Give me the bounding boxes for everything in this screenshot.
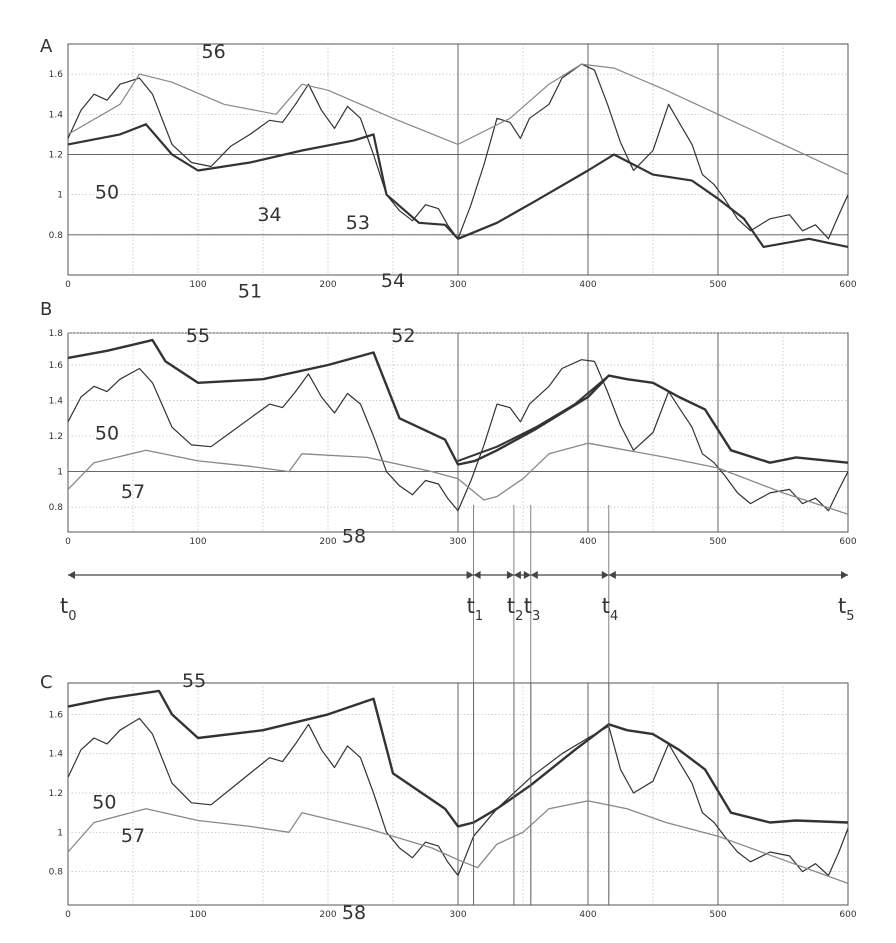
timeline-arrowhead bbox=[68, 571, 75, 579]
callout-label: 55 bbox=[182, 670, 206, 692]
x-tick-label: 200 bbox=[319, 910, 336, 920]
y-tick-label: 1.4 bbox=[49, 397, 64, 407]
y-tick-label: 0.8 bbox=[49, 868, 64, 878]
x-tick-label: 300 bbox=[449, 280, 466, 290]
y-tick-label: 1.6 bbox=[49, 361, 64, 371]
y-tick-label: 1.6 bbox=[49, 70, 64, 80]
callout-label: 50 bbox=[95, 182, 119, 204]
callout-label: 50 bbox=[92, 792, 116, 814]
timeline-mark-letter: t bbox=[467, 594, 475, 618]
timeline-mark-letter: t bbox=[507, 594, 515, 618]
x-tick-label: 400 bbox=[579, 280, 596, 290]
timeline-arrowhead bbox=[507, 571, 514, 579]
y-tick-label: 1.4 bbox=[49, 110, 64, 120]
callout-label: 55 bbox=[186, 325, 210, 347]
callout-label: 56 bbox=[202, 41, 226, 63]
y-tick-label: 1.2 bbox=[49, 789, 63, 799]
y-tick-label: 0.8 bbox=[49, 503, 64, 513]
panel-letter: C bbox=[40, 672, 53, 693]
callout-label: 58 bbox=[342, 902, 366, 924]
x-tick-label: 200 bbox=[319, 280, 336, 290]
x-tick-label: 600 bbox=[839, 537, 856, 547]
timeline-mark-label: t3 bbox=[524, 594, 541, 624]
x-tick-label: 500 bbox=[709, 910, 726, 920]
x-tick-label: 200 bbox=[319, 537, 336, 547]
callout-label: 34 bbox=[257, 204, 281, 226]
x-tick-label: 500 bbox=[709, 537, 726, 547]
x-tick-label: 400 bbox=[579, 910, 596, 920]
callout-label: 57 bbox=[121, 825, 145, 847]
callout-label: 58 bbox=[342, 526, 366, 548]
x-tick-label: 100 bbox=[189, 910, 206, 920]
x-tick-label: 0 bbox=[65, 537, 71, 547]
timeline-mark-subscript: 0 bbox=[68, 609, 76, 624]
timeline-mark-letter: t bbox=[524, 594, 532, 618]
timeline-arrowhead bbox=[524, 571, 531, 579]
timeline-mark-label: t4 bbox=[602, 594, 619, 624]
chart-panels: A01002003004005006000.811.21.41.65650345… bbox=[40, 36, 857, 924]
panel-A: A 0 100 200 300 400 500 600 0.8 1 1.2 1.4 1.6 56 50 34 5… bbox=[40, 36, 857, 292]
x-tick-label: 300 bbox=[449, 537, 466, 547]
callout-label: 50 bbox=[95, 423, 119, 445]
timeline-arrowhead bbox=[609, 571, 616, 579]
timeline-mark-subscript: 4 bbox=[610, 609, 618, 624]
x-tick-label: 300 bbox=[449, 910, 466, 920]
y-tick-label: 1.2 bbox=[49, 432, 63, 442]
y-tick-label: 1.6 bbox=[49, 710, 64, 720]
timeline-arrowhead bbox=[474, 571, 481, 579]
y-tick-label: 1.4 bbox=[49, 750, 64, 760]
x-tick-label: 500 bbox=[709, 280, 726, 290]
x-tick-label: 0 bbox=[65, 280, 71, 290]
timeline-mark-letter: t bbox=[602, 594, 610, 618]
panel-C: C 0 100 200 300 400 500 600 0.8 1 1.2 1.4 1.6 55 5057 5… bbox=[40, 670, 857, 924]
timeline-mark-letter: t bbox=[60, 594, 68, 618]
callout-label: 53 bbox=[346, 212, 370, 234]
callout-label: 54 bbox=[381, 270, 405, 292]
y-tick-label: 1 bbox=[57, 828, 63, 838]
panel-B: B01002003004005006000.811.21.41.61.85551… bbox=[40, 280, 857, 547]
timeline-mark-label: t1 bbox=[467, 594, 484, 624]
x-tick-label: 400 bbox=[579, 537, 596, 547]
timeline-mark-subscript: 2 bbox=[515, 609, 523, 624]
y-tick-label: 1.2 bbox=[49, 150, 63, 160]
callout-label: 52 bbox=[391, 325, 415, 347]
timeline-mark-subscript: 5 bbox=[846, 609, 854, 624]
timeline-mark-subscript: 3 bbox=[532, 609, 540, 624]
timeline-mark-label: t2 bbox=[507, 594, 524, 624]
timeline-mark-subscript: 1 bbox=[475, 609, 483, 624]
panel-letter: A bbox=[40, 36, 53, 57]
y-tick-label: 0.8 bbox=[49, 231, 64, 241]
timeline-mark-label: t5 bbox=[838, 594, 855, 624]
timeline-arrowhead bbox=[467, 571, 474, 579]
callout-label: 51 bbox=[238, 280, 262, 302]
timeline-arrowhead bbox=[531, 571, 538, 579]
timeline-mark-label: t0 bbox=[60, 594, 77, 624]
x-tick-label: 100 bbox=[189, 280, 206, 290]
x-tick-label: 600 bbox=[839, 280, 856, 290]
y-tick-label: 1.8 bbox=[49, 329, 64, 339]
x-tick-label: 100 bbox=[189, 537, 206, 547]
timeline-arrowhead bbox=[602, 571, 609, 579]
timeline-mark-letter: t bbox=[838, 594, 846, 618]
panel-letter: B bbox=[40, 299, 52, 320]
timeline-arrowhead bbox=[514, 571, 521, 579]
x-tick-label: 600 bbox=[839, 910, 856, 920]
y-tick-label: 1 bbox=[57, 191, 63, 201]
y-tick-label: 1 bbox=[57, 468, 63, 478]
timeline-arrowhead bbox=[841, 571, 848, 579]
x-tick-label: 0 bbox=[65, 910, 71, 920]
callout-label: 57 bbox=[121, 481, 145, 503]
